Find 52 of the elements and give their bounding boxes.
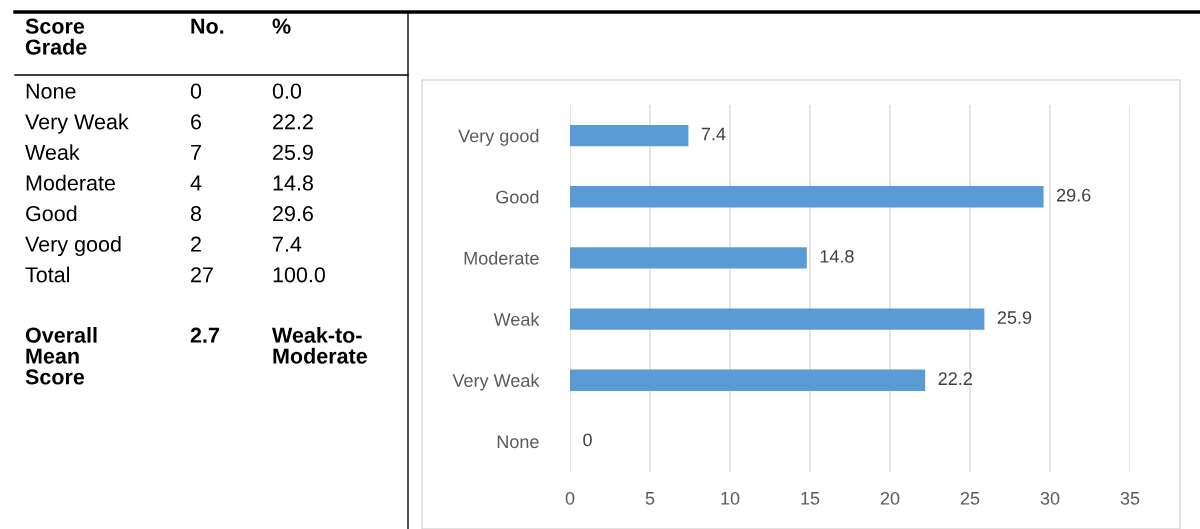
data-label: 7.4: [701, 127, 726, 141]
bar: [570, 369, 926, 391]
text: Weak-to- Moderate: [272, 327, 367, 364]
text: 2.7: [190, 327, 219, 343]
x-tick-label: 35: [1120, 491, 1140, 505]
text: 14.8: [273, 175, 313, 191]
text: Very Weak: [25, 113, 129, 134]
x-tick-label: 10: [721, 491, 740, 505]
text: 6: [191, 114, 202, 130]
text: 22.2: [273, 114, 313, 130]
x-tick-label: 30: [1040, 491, 1060, 505]
text: 27: [191, 267, 213, 283]
text: 25.9: [273, 144, 313, 161]
text: 4: [190, 175, 202, 191]
text: 0: [190, 83, 202, 99]
x-tick-label: 5: [645, 492, 655, 505]
text: 7.4: [273, 236, 302, 252]
text: 29.6: [273, 205, 313, 222]
y-tick-label: Very good: [458, 129, 539, 146]
data-label: 25.9: [997, 311, 1032, 324]
y-tick-label: Weak: [493, 312, 540, 326]
text: Good: [26, 205, 77, 222]
data-label: 0: [583, 433, 592, 447]
text: 0.0: [272, 83, 302, 99]
data-label: 29.6: [1057, 188, 1091, 202]
text: %: [272, 18, 291, 34]
bar: [570, 247, 807, 269]
bar: [570, 186, 1044, 208]
y-tick-label: Good: [496, 190, 539, 204]
text: No.: [191, 18, 224, 34]
text: Score Grade: [25, 18, 87, 55]
text: Overall Mean Score: [25, 327, 97, 385]
x-tick-label: 0: [565, 491, 575, 505]
text: 2: [191, 236, 201, 252]
y-tick-label: None: [497, 435, 539, 449]
data-label: 22.2: [938, 372, 972, 385]
text: Moderate: [26, 174, 115, 191]
x-tick-label: 25: [960, 491, 980, 505]
text: None: [26, 83, 76, 99]
bar: [570, 124, 689, 147]
text: Total: [25, 266, 70, 283]
bar: [570, 308, 985, 330]
x-tick-label: 20: [880, 491, 900, 505]
text: Very good: [25, 236, 121, 257]
text: 7: [191, 144, 201, 160]
x-tick-label: 15: [801, 492, 820, 505]
data-label: 14.8: [820, 249, 854, 263]
text: 8: [190, 205, 202, 222]
text: Weak: [25, 144, 80, 161]
y-tick-label: Very Weak: [452, 373, 540, 391]
y-tick-label: Moderate: [464, 251, 539, 265]
text: 100.0: [273, 267, 326, 283]
